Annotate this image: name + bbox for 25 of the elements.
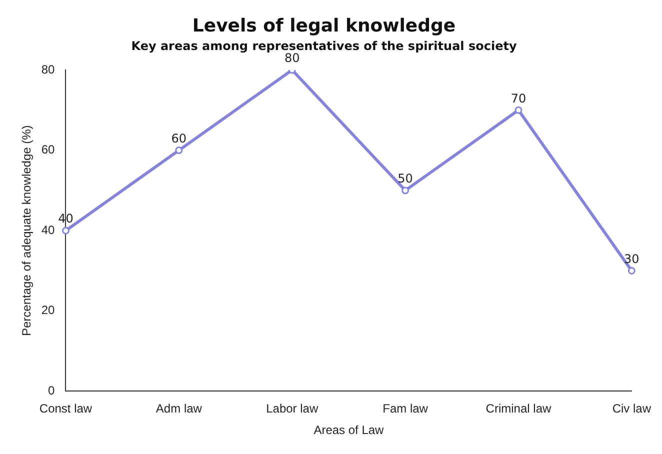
point [402, 186, 410, 194]
x-tick-label: Criminal law [486, 402, 552, 416]
y-axis-title: Percentage of adequate knowledge (%) [20, 125, 34, 336]
point [62, 226, 70, 234]
data-label: 30 [624, 252, 640, 266]
y-tick-label: 80 [41, 62, 56, 76]
chart-title: Levels of legal knowledge [192, 15, 456, 36]
x-tick-label: Const law [39, 402, 92, 416]
x-tick-label: Adm law [156, 402, 202, 416]
data-label: 60 [171, 131, 187, 146]
data-label: 80 [284, 51, 300, 66]
data-label: 50 [398, 172, 413, 186]
x-tick-label: Civ law [612, 402, 652, 416]
x-axis-title: Areas of Law [314, 423, 384, 438]
y-tick-label: 60 [41, 142, 56, 157]
y-tick-label: 0 [48, 384, 56, 398]
x-tick-label: Fam law [382, 402, 428, 416]
chart-subtitle: Key areas among representatives of the spiritual society [131, 38, 517, 53]
point [514, 106, 522, 114]
data-label: 70 [510, 91, 526, 106]
x-tick-label: Labor law [266, 402, 318, 416]
y-tick-label: 20 [41, 303, 56, 318]
y-tick-label: 40 [41, 222, 56, 237]
point [175, 146, 183, 154]
point [628, 267, 636, 274]
